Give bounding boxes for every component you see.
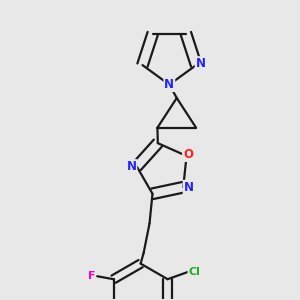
Text: N: N: [164, 78, 174, 91]
Text: O: O: [183, 148, 193, 161]
Text: N: N: [196, 57, 206, 70]
Text: N: N: [184, 181, 194, 194]
Text: N: N: [126, 160, 136, 173]
Text: F: F: [88, 271, 95, 281]
Text: Cl: Cl: [188, 267, 200, 277]
